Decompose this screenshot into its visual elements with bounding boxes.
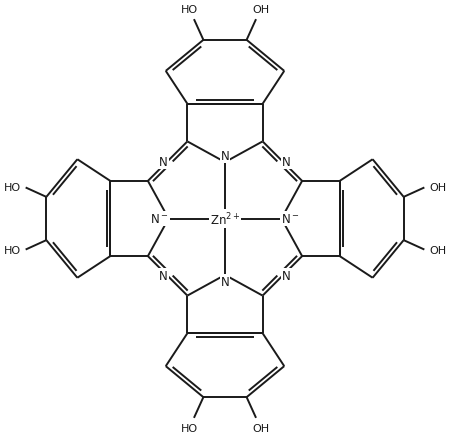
Text: OH: OH [429,245,446,255]
Text: N$^-$: N$^-$ [150,212,169,226]
Text: N$^-$: N$^-$ [281,212,300,226]
Text: OH: OH [252,5,269,15]
Text: N: N [220,150,230,162]
Text: HO: HO [4,183,21,193]
Text: N: N [159,155,168,168]
Text: N: N [282,270,291,283]
Text: OH: OH [429,183,446,193]
Text: HO: HO [181,5,198,15]
Text: HO: HO [4,245,21,255]
Text: Zn$^{2+}$: Zn$^{2+}$ [210,211,240,227]
Text: HO: HO [181,423,198,433]
Text: OH: OH [252,423,269,433]
Text: N: N [159,270,168,283]
Text: N: N [220,276,230,288]
Text: N: N [282,155,291,168]
